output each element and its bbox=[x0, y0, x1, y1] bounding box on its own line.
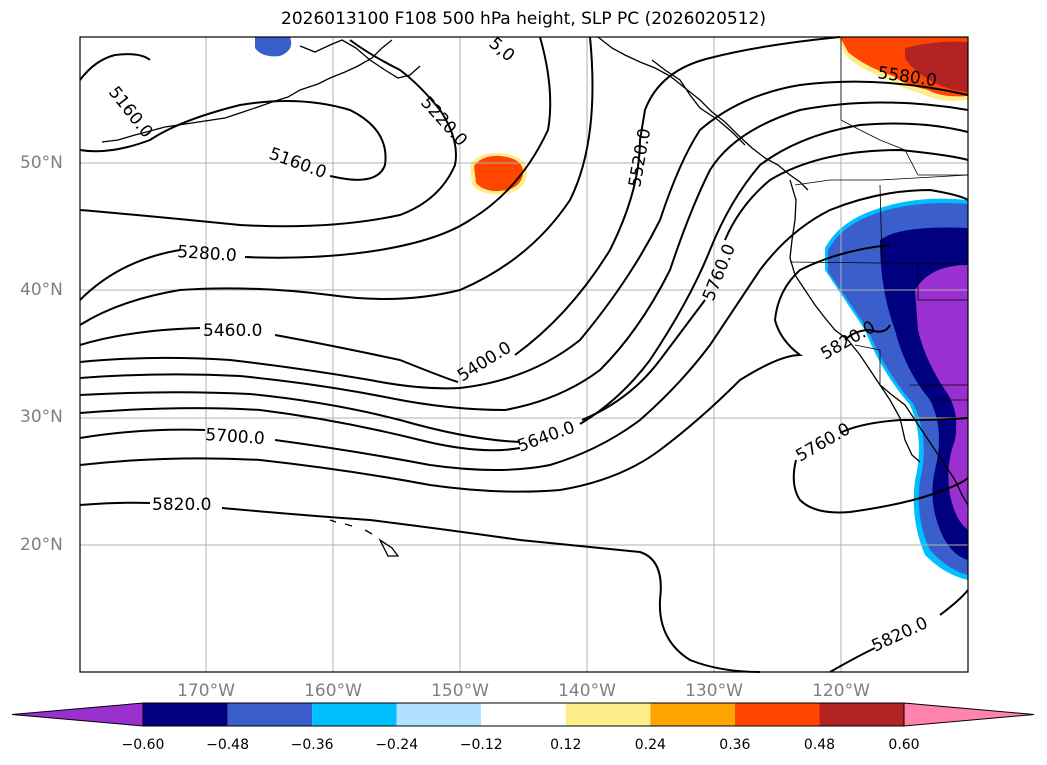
lon-tick-170w: 170°W bbox=[177, 681, 235, 701]
colorbar-box bbox=[396, 703, 482, 726]
contour-label: 5460.0 bbox=[203, 321, 262, 341]
lon-tick-140w: 140°W bbox=[558, 681, 616, 701]
colorbar-outline bbox=[142, 702, 905, 727]
colorbar-box bbox=[312, 703, 397, 726]
coastlines bbox=[101, 36, 969, 557]
contour-5160-nw bbox=[79, 53, 151, 81]
contour-label: 5220.0 bbox=[416, 93, 471, 151]
colorbar-box bbox=[227, 703, 313, 726]
contour-label: 5160.0 bbox=[266, 144, 329, 183]
colorbar-box bbox=[650, 703, 735, 726]
contour-label: 5,0 bbox=[485, 34, 519, 67]
colorbar-tick-label: −0.36 bbox=[290, 737, 334, 753]
colorbar-tick-label: 0.48 bbox=[803, 737, 836, 753]
contour-label-group: 5160.0 5160.0 5220.0 5280.0 5460.0 5700.… bbox=[104, 34, 938, 657]
contour-5640 bbox=[79, 148, 969, 452]
colorbar-tick-label: 0.24 bbox=[634, 737, 666, 753]
colorbar-box bbox=[734, 703, 820, 726]
contour-5400 bbox=[79, 36, 841, 383]
contour-label: 5820.0 bbox=[152, 495, 211, 515]
gridlines bbox=[80, 37, 968, 672]
contour-5760-upper bbox=[79, 244, 891, 493]
colorbar-tick-label: −0.48 bbox=[206, 737, 249, 753]
colorbar bbox=[11, 702, 1035, 727]
contour-5700 bbox=[79, 188, 969, 471]
contour-label: 5640.0 bbox=[515, 418, 578, 457]
colorbar-tick-label: 0.12 bbox=[550, 737, 582, 753]
contour-label: 5160.0 bbox=[104, 83, 156, 142]
map-frame bbox=[79, 36, 969, 673]
contour-label: 5280.0 bbox=[177, 242, 238, 266]
contour-5340 bbox=[79, 36, 594, 326]
lon-tick-150w: 150°W bbox=[431, 681, 489, 701]
contour-5820-east bbox=[844, 324, 891, 341]
contour-label: 5700.0 bbox=[205, 425, 266, 449]
lat-tick-20: 20°N bbox=[20, 535, 63, 555]
colorbar-extend-high bbox=[903, 702, 1035, 727]
height-contours bbox=[79, 36, 969, 673]
contour-5820-se bbox=[829, 589, 969, 673]
anomaly-shading bbox=[255, 37, 968, 580]
contour-5760-lower bbox=[792, 417, 969, 514]
colorbar-tick-label: −0.24 bbox=[375, 737, 419, 753]
shade-red-center-core bbox=[474, 155, 523, 192]
political-borders bbox=[789, 37, 969, 401]
contour-5460 bbox=[79, 80, 969, 390]
contour-label: 5760.0 bbox=[699, 241, 740, 304]
contour-5520 bbox=[79, 101, 969, 412]
colorbar-box bbox=[481, 703, 566, 726]
lat-tick-50: 50°N bbox=[20, 153, 63, 173]
colorbar-box bbox=[565, 703, 651, 726]
contour-label: 5760.0 bbox=[793, 419, 855, 466]
colorbar-box bbox=[143, 703, 228, 726]
contour-5160-center bbox=[79, 100, 387, 181]
colorbar-tick-label: 0.60 bbox=[888, 737, 920, 753]
contour-5580 bbox=[79, 122, 969, 443]
shade-blue-nw bbox=[255, 37, 292, 57]
colorbar-tick-label: −0.12 bbox=[459, 737, 503, 753]
colorbar-box bbox=[819, 703, 904, 726]
map-title: 2026013100 F108 500 hPa height, SLP PC (… bbox=[281, 9, 766, 29]
contour-label: 5520.0 bbox=[625, 127, 655, 189]
shade-darkred-ne bbox=[905, 41, 968, 92]
contour-label: 5820.0 bbox=[869, 613, 931, 656]
colorbar-extend-low bbox=[11, 702, 144, 727]
colorbar-tick-label: 0.36 bbox=[719, 737, 751, 753]
shade-purple-east bbox=[915, 265, 968, 530]
lon-tick-120w: 120°W bbox=[812, 681, 870, 701]
contour-5280 bbox=[79, 36, 552, 301]
contour-5820 bbox=[79, 501, 761, 673]
colorbar-tick-label: −0.60 bbox=[121, 737, 165, 753]
lat-tick-30: 30°N bbox=[20, 407, 63, 427]
contour-5220 bbox=[79, 39, 457, 228]
lon-tick-130w: 130°W bbox=[685, 681, 743, 701]
lon-tick-160w: 160°W bbox=[304, 681, 362, 701]
lat-tick-40: 40°N bbox=[20, 280, 63, 300]
